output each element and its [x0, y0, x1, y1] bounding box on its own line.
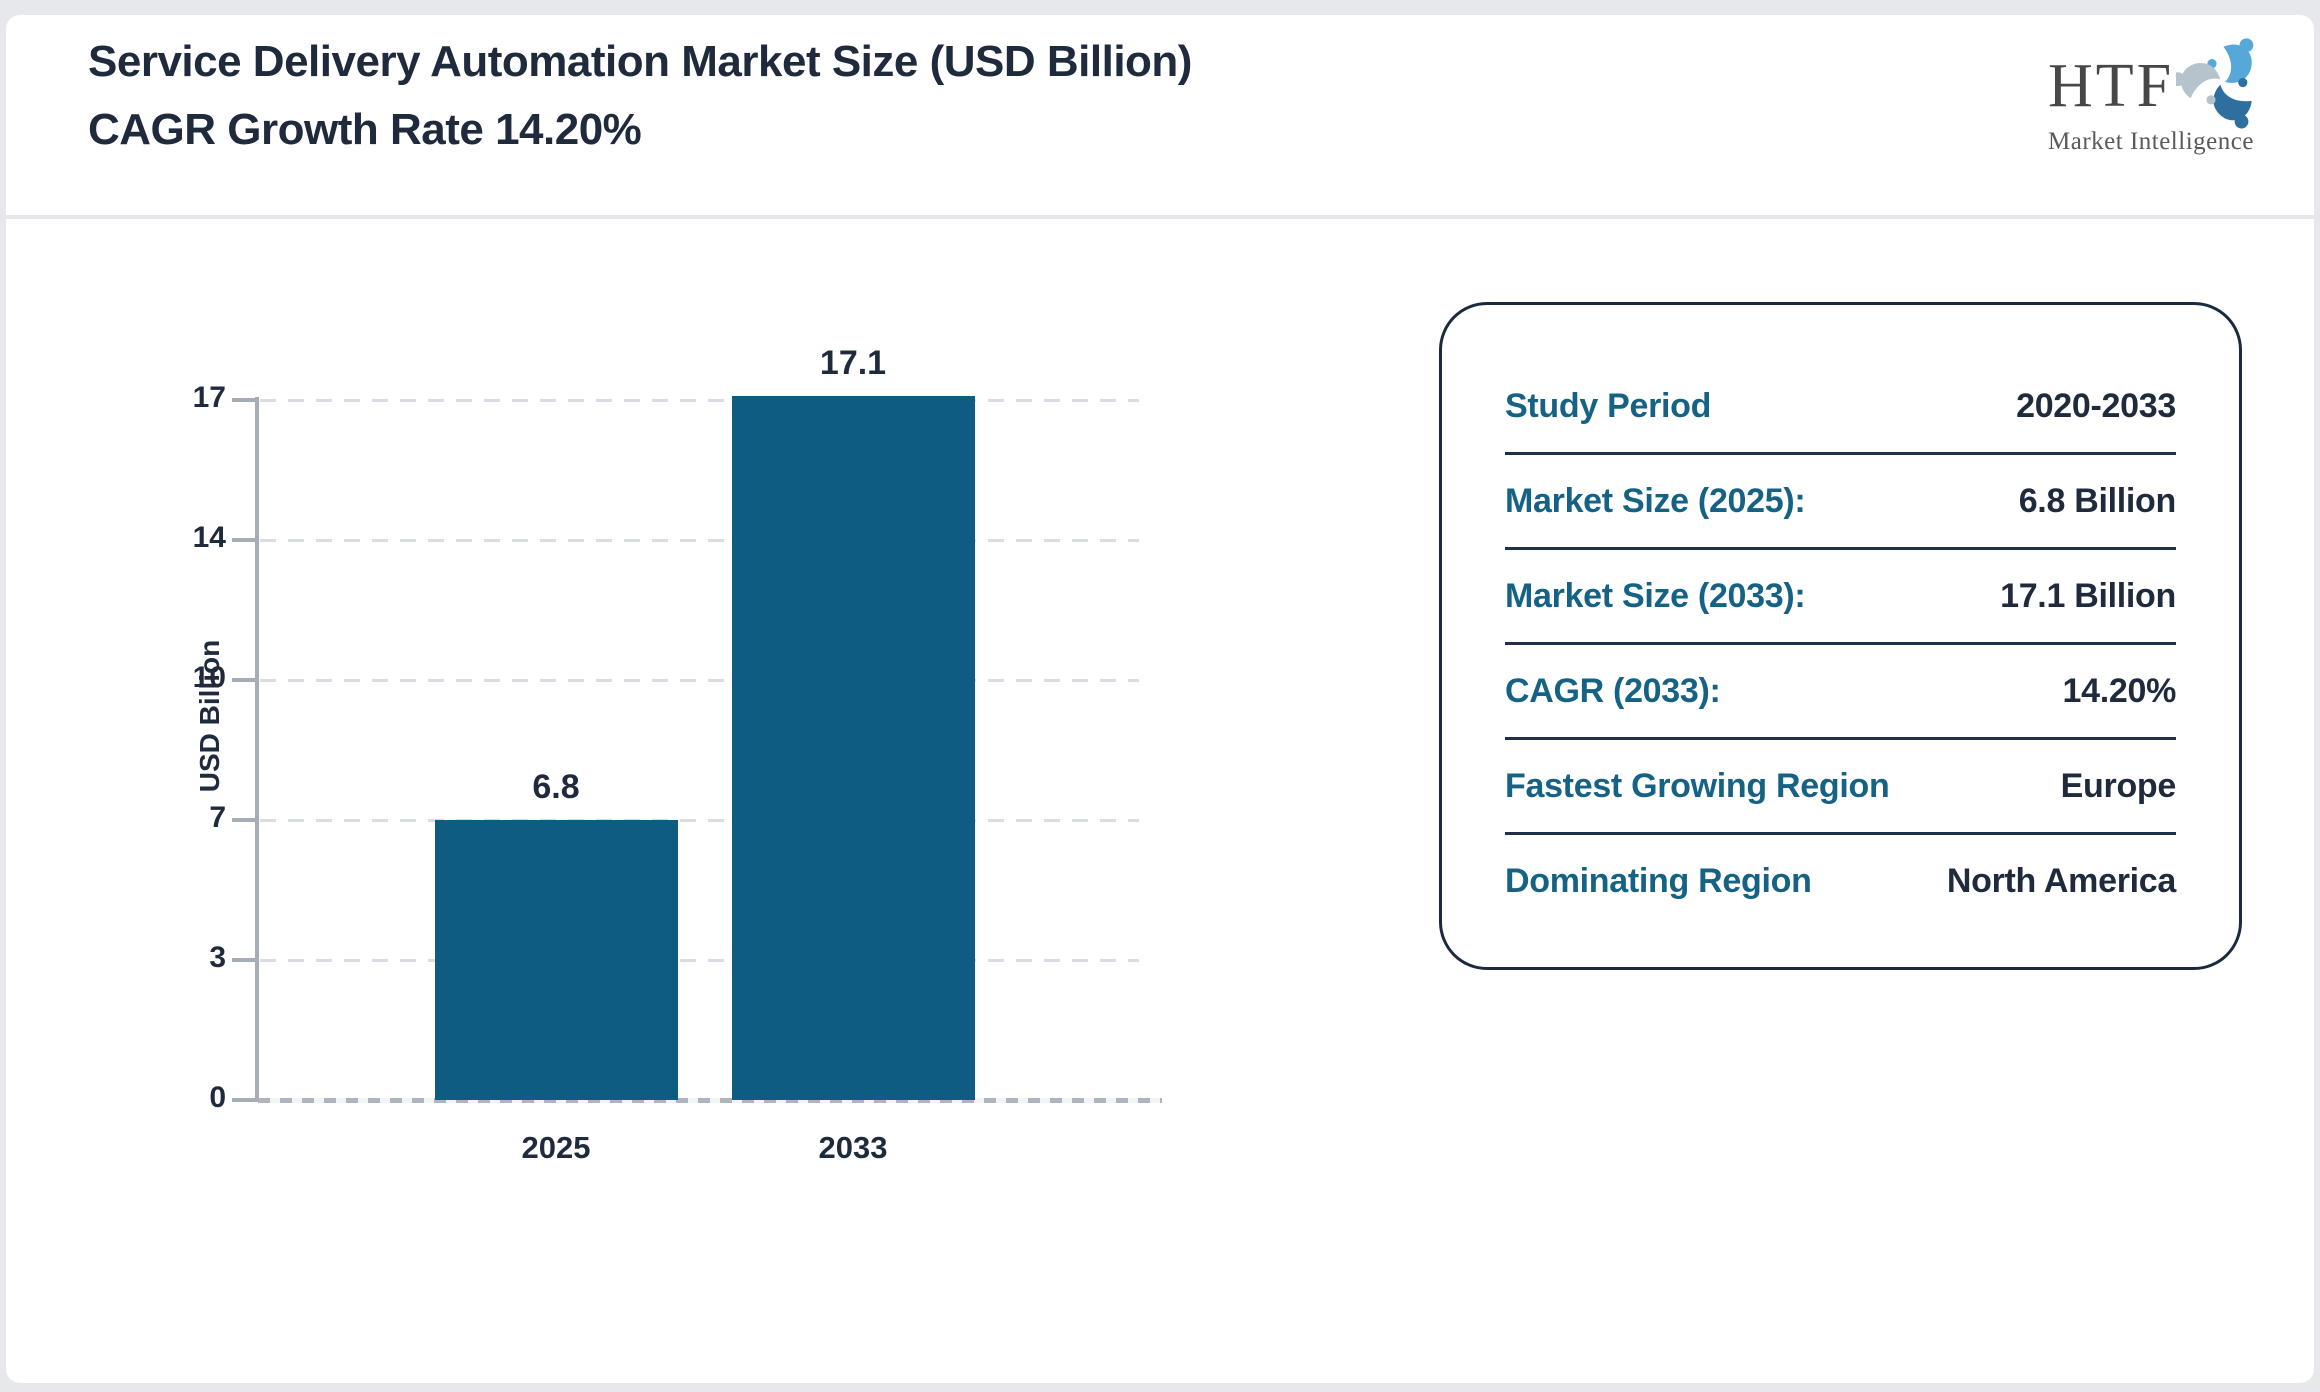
gridline-3: [260, 959, 1139, 962]
info-row: Fastest Growing Region Europe: [1505, 740, 2176, 835]
info-row-label: Dominating Region: [1505, 861, 1812, 900]
y-tick-3: [232, 958, 256, 962]
info-row-value: 14.20%: [2062, 671, 2176, 710]
y-tick-17: [232, 398, 256, 402]
x-tick-label-2033: 2033: [818, 1130, 888, 1165]
info-row-value: 2020-2033: [2016, 386, 2176, 425]
info-row: Study Period 2020-2033: [1505, 360, 2176, 455]
gridline-10: [260, 679, 1139, 682]
y-tick-label-10: 10: [192, 661, 226, 694]
y-tick-14: [232, 538, 256, 542]
bar-2025: [434, 820, 678, 1100]
info-row-label: Market Size (2025):: [1505, 481, 1806, 520]
info-row-label: Market Size (2033):: [1505, 576, 1806, 615]
bar-value-label-2033: 17.1: [819, 344, 887, 382]
info-row-value: Europe: [2060, 766, 2177, 805]
logo-subtitle: Market Intelligence: [2048, 128, 2254, 155]
y-tick-0: [232, 1098, 256, 1102]
gridline-14: [260, 539, 1139, 542]
x-axis-baseline: [258, 1098, 1162, 1103]
logo-text: HTF: [2048, 52, 2175, 120]
info-row: Market Size (2025): 6.8 Billion: [1505, 455, 2176, 550]
info-row-value: 6.8 Billion: [2018, 481, 2177, 520]
info-row-value: North America: [1946, 861, 2176, 900]
logo-swirl-icon: [2176, 38, 2254, 129]
info-row: Dominating Region North America: [1505, 835, 2176, 927]
info-row: Market Size (2033): 17.1 Billion: [1505, 550, 2176, 645]
htf-logo: HTF: [2048, 38, 2268, 156]
y-axis-line: [255, 397, 259, 1102]
y-tick-10: [232, 678, 256, 682]
y-tick-label-0: 0: [209, 1081, 226, 1114]
bar-value-label-2025: 6.8: [532, 768, 580, 806]
y-tick-label-14: 14: [192, 521, 226, 554]
info-row-label: Fastest Growing Region: [1505, 766, 1890, 805]
page-title: Service Delivery Automation Market Size …: [88, 37, 1192, 154]
info-panel: Study Period 2020-2033 Market Size (2025):…: [1439, 302, 2242, 970]
gridline-7: [260, 819, 1139, 822]
y-tick-label-17: 17: [192, 381, 226, 414]
info-row-label: CAGR (2033):: [1505, 671, 1721, 710]
x-tick-label-2025: 2025: [521, 1130, 591, 1165]
y-tick-label-3: 3: [209, 941, 226, 974]
y-tick-label-7: 7: [209, 801, 226, 834]
info-row: CAGR (2033): 14.20%: [1505, 645, 2176, 740]
gridline-17: [260, 399, 1139, 402]
info-row-label: Study Period: [1505, 386, 1712, 425]
y-tick-7: [232, 818, 256, 822]
header-divider: [0, 215, 2320, 219]
info-row-value: 17.1 Billion: [2000, 576, 2176, 615]
bar-2033: [731, 396, 975, 1100]
